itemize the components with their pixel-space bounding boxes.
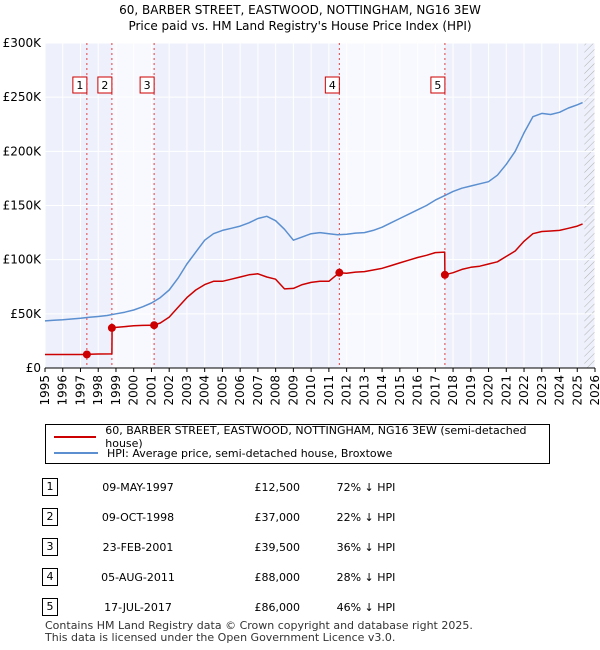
x-tick-label: 2005 [215,375,229,406]
sale-hpi-diff: 46% ↓ HPI [336,600,396,614]
sale-date: 05-AUG-2011 [101,570,175,584]
sale-marker-label: 3 [144,79,151,92]
x-tick-label: 2021 [499,375,513,406]
x-tick-label: 2012 [340,375,354,406]
sale-marker-box [72,76,88,94]
sale-price: £12,500 [254,480,301,494]
sale-point [335,268,344,277]
sale-point [440,270,449,279]
x-tick-label: 2002 [162,375,176,406]
x-tick-label: 2006 [233,375,247,406]
table-row: 3 23-FEB-2001 £39,500 36% ↓ HPI [42,532,416,562]
footer-licence: This data is licensed under the Open Gov… [45,631,396,644]
sale-date: 23-FEB-2001 [102,540,174,554]
y-tick-label: £0 [26,361,41,375]
x-tick-label: 2001 [144,375,158,406]
footer: Contains HM Land Registry data © Crown c… [45,620,473,644]
x-tick-label: 2007 [251,375,265,406]
x-tick-label: 2026 [588,375,600,406]
sale-marker-box [324,76,340,94]
x-tick-label: 2009 [286,375,300,406]
x-tick-label: 2020 [482,375,496,406]
x-tick-label: 2010 [304,375,318,406]
table-row: 4 05-AUG-2011 £88,000 28% ↓ HPI [42,562,416,592]
x-tick-label: 2014 [375,375,389,406]
sale-hpi-diff: 22% ↓ HPI [336,510,396,524]
sale-price: £88,000 [254,570,301,584]
x-tick-label: 2018 [446,375,460,406]
sale-point [107,323,116,332]
sale-point [82,350,91,359]
chart-legend: 60, BARBER STREET, EASTWOOD, NOTTINGHAM,… [45,424,550,464]
sale-marker-label: 2 [101,79,108,92]
footer-copyright: Contains HM Land Registry data © Crown c… [45,619,473,632]
sale-number: 4 [42,568,58,586]
sale-marker-label: 1 [76,79,83,92]
sale-number: 5 [42,598,58,616]
legend-label-property: 60, BARBER STREET, EASTWOOD, NOTTINGHAM,… [105,424,527,450]
x-tick-label: 2008 [269,375,283,406]
sale-date: 17-JUL-2017 [104,600,172,614]
legend-item-hpi: HPI: Average price, semi-detached house,… [54,445,392,461]
y-tick-label: £200K [3,144,43,158]
sale-price: £86,000 [254,600,301,614]
sale-point [150,321,159,330]
sale-hpi-diff: 28% ↓ HPI [336,570,396,584]
sale-price: £37,000 [254,510,301,524]
x-tick-label: 2019 [464,375,478,406]
sale-number: 3 [42,538,58,556]
sale-marker-label: 4 [329,79,336,92]
x-tick-label: 2015 [393,375,407,406]
x-tick-label: 1998 [91,375,105,406]
sale-marker-box [139,76,155,94]
legend-swatch-hpi [54,452,98,454]
chart-subtitle: Price paid vs. HM Land Registry's House … [128,19,471,33]
price-chart: 60, BARBER STREET, EASTWOOD, NOTTINGHAM,… [3,3,600,406]
table-row: 5 17-JUL-2017 £86,000 46% ↓ HPI [42,592,416,622]
legend-swatch-property [54,436,97,438]
sale-marker-label: 5 [434,79,441,92]
x-tick-label: 1997 [73,375,87,406]
x-tick-label: 2025 [570,375,584,406]
y-tick-label: £150K [3,199,43,213]
y-tick-label: £300K [3,36,43,50]
y-tick-label: £250K [3,90,43,104]
x-tick-label: 2017 [428,375,442,406]
table-row: 1 09-MAY-1997 £12,500 72% ↓ HPI [42,472,416,502]
sale-number: 2 [42,508,58,526]
sale-hpi-diff: 36% ↓ HPI [336,540,396,554]
y-tick-label: £100K [3,253,43,267]
x-tick-label: 1995 [38,375,52,406]
x-tick-label: 2022 [517,375,531,406]
x-tick-label: 1996 [56,375,70,406]
sale-date: 09-MAY-1997 [102,480,174,494]
x-tick-label: 2024 [553,375,567,406]
sale-marker-box [97,76,113,94]
x-tick-label: 1999 [109,375,123,406]
sale-price: £39,500 [254,540,301,554]
x-tick-label: 2004 [198,375,212,406]
sale-date: 09-OCT-1998 [101,510,175,524]
sale-marker-box [430,76,446,94]
x-tick-label: 2023 [535,375,549,406]
y-tick-label: £50K [10,307,42,321]
x-tick-label: 2003 [180,375,194,406]
sale-number: 1 [42,478,58,496]
table-row: 2 09-OCT-1998 £37,000 22% ↓ HPI [42,502,416,532]
legend-item-property: 60, BARBER STREET, EASTWOOD, NOTTINGHAM,… [54,424,549,450]
sale-hpi-diff: 72% ↓ HPI [336,480,396,494]
x-tick-label: 2011 [322,375,336,406]
legend-label-hpi: HPI: Average price, semi-detached house,… [107,446,393,460]
sales-table: 1 09-MAY-1997 £12,500 72% ↓ HPI 2 09-OCT… [42,472,416,622]
hpi-line [44,101,583,322]
chart-title: 60, BARBER STREET, EASTWOOD, NOTTINGHAM,… [119,3,481,17]
x-tick-label: 2016 [411,375,425,406]
x-tick-label: 2013 [357,375,371,406]
x-tick-label: 2000 [127,375,141,406]
